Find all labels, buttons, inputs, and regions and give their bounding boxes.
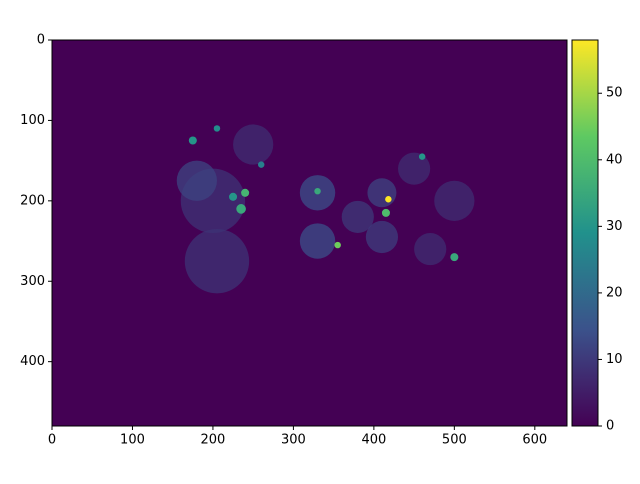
- intensity-blob: [241, 188, 250, 197]
- y-tick-label: 400: [20, 354, 45, 369]
- intensity-blob: [188, 136, 197, 145]
- y-tick-label: 200: [20, 193, 45, 208]
- x-tick-label: 0: [48, 433, 56, 448]
- colorbar-tick-label: 10: [606, 352, 623, 367]
- x-tick-label: 100: [120, 433, 145, 448]
- intensity-blob: [233, 124, 274, 165]
- intensity-blob: [414, 232, 447, 266]
- intensity-blob: [299, 223, 336, 259]
- intensity-blob: [334, 241, 341, 249]
- colorbar-tick-label: 40: [606, 152, 623, 167]
- intensity-blob: [381, 208, 390, 217]
- colorbar-tick-label: 50: [606, 86, 623, 101]
- intensity-blob: [176, 160, 217, 201]
- intensity-blob: [341, 200, 374, 234]
- intensity-blob: [418, 153, 426, 160]
- intensity-blob: [236, 204, 246, 214]
- y-tick-label: 300: [20, 274, 45, 289]
- x-tick-label: 500: [442, 433, 467, 448]
- intensity-blob: [314, 187, 321, 195]
- intensity-blob: [450, 253, 459, 262]
- intensity-blob: [434, 180, 475, 221]
- x-tick-label: 400: [361, 433, 386, 448]
- colorbar-tick-label: 0: [606, 419, 614, 434]
- intensity-blob: [258, 161, 265, 168]
- intensity-blob: [385, 196, 392, 203]
- x-tick-label: 300: [281, 433, 306, 448]
- intensity-blob: [213, 125, 221, 132]
- colorbar: [571, 39, 599, 427]
- intensity-blob: [367, 178, 397, 208]
- colorbar-tick-label: 30: [606, 219, 623, 234]
- image-features: [176, 124, 475, 294]
- plot-frame: [51, 39, 568, 427]
- intensity-blob: [229, 192, 238, 201]
- x-tick-label: 200: [201, 433, 226, 448]
- y-tick-label: 0: [37, 33, 45, 48]
- intensity-blob: [398, 152, 431, 185]
- intensity-blob: [184, 228, 250, 294]
- colorbar-tick-label: 20: [606, 285, 623, 300]
- x-tick-label: 600: [522, 433, 547, 448]
- y-tick-label: 100: [20, 113, 45, 128]
- intensity-blob: [365, 220, 399, 254]
